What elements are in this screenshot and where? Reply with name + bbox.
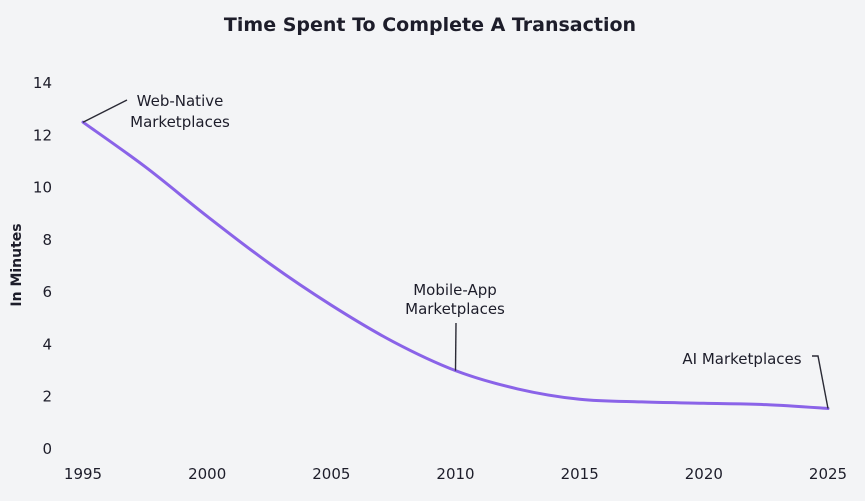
annotation-layer: Web-NativeMarketplacesMobile-AppMarketpl… — [82, 92, 829, 409]
y-tick-label: 6 — [42, 283, 52, 301]
annotation-leader-line — [82, 99, 128, 123]
y-tick-label: 2 — [42, 388, 52, 406]
annotation-label: Mobile-App — [413, 281, 497, 299]
x-tick-label: 1995 — [64, 465, 102, 483]
x-tick-label: 2010 — [436, 465, 474, 483]
y-tick-label: 4 — [42, 335, 52, 353]
annotation-label: Marketplaces — [130, 113, 230, 131]
y-axis-label: In Minutes — [9, 223, 25, 306]
x-tick-label: 2005 — [312, 465, 350, 483]
annotation-leader-line — [812, 355, 829, 409]
y-tick-label: 10 — [33, 179, 52, 197]
x-tick-label: 2020 — [685, 465, 723, 483]
y-tick-label: 12 — [33, 126, 52, 144]
y-tick-label: 0 — [42, 440, 52, 458]
y-ticks: 0 2 4 6 8 10 12 14 — [33, 74, 52, 458]
chart-title: Time Spent To Complete A Transaction — [224, 14, 636, 36]
y-tick-label: 8 — [42, 231, 52, 249]
x-tick-label: 2015 — [561, 465, 599, 483]
annotation-leader-line — [454, 322, 457, 371]
series-line — [81, 120, 830, 410]
annotation-label: AI Marketplaces — [682, 350, 801, 368]
x-tick-label: 2000 — [188, 465, 226, 483]
x-ticks: 1995 2000 2005 2010 2015 2020 2025 — [64, 465, 847, 483]
y-tick-label: 14 — [33, 74, 52, 92]
annotation-label: Marketplaces — [405, 300, 505, 318]
annotation-label: Web-Native — [137, 92, 224, 110]
x-tick-label: 2025 — [809, 465, 847, 483]
